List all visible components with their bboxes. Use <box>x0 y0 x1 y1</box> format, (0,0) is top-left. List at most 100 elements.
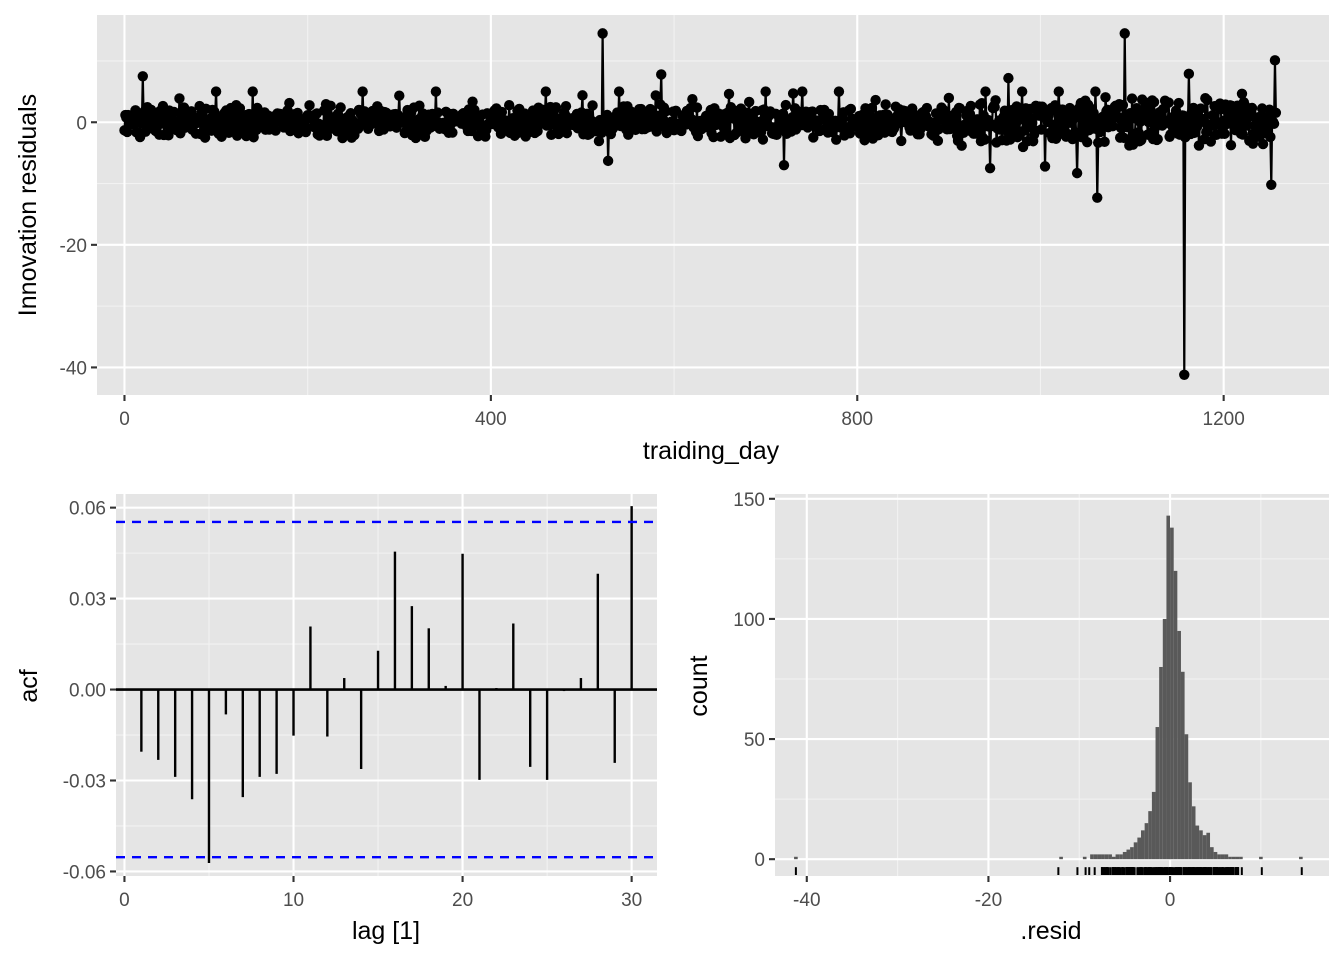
residual-point <box>1236 88 1248 99</box>
histogram-bar <box>1228 856 1232 860</box>
residual-point <box>1090 86 1101 97</box>
residual-point <box>1163 97 1174 108</box>
histogram-bar <box>1059 856 1063 860</box>
residual-point <box>954 103 966 114</box>
residual-point <box>540 86 552 97</box>
residuals-time-series-panel: 0 400 800 1200 0 -20 -40 traiding_day Innovati… <box>14 15 1329 465</box>
residual-point <box>956 140 967 151</box>
residual-point <box>1071 167 1083 179</box>
histogram-bar <box>1170 527 1174 860</box>
residual-point <box>686 113 697 125</box>
residual-point <box>1099 136 1110 148</box>
residual-point <box>757 134 769 145</box>
histogram-bar <box>1151 791 1156 860</box>
residual-point <box>199 132 211 143</box>
residuals-panel-background <box>97 15 1329 395</box>
histogram-bar <box>1166 515 1171 860</box>
residual-point <box>1257 138 1269 150</box>
acf-y-axis-title: acf <box>15 669 43 702</box>
residual-point <box>1246 102 1258 114</box>
residual-point <box>1265 131 1276 143</box>
histogram-bar <box>1141 830 1145 860</box>
residual-point <box>979 134 990 145</box>
residual-point <box>1117 99 1129 111</box>
residual-point <box>432 107 443 118</box>
histogram-bar <box>1133 842 1138 860</box>
residual-point <box>1003 72 1014 84</box>
residual-point <box>602 155 614 167</box>
histogram-bar <box>1231 856 1236 860</box>
residual-point <box>976 97 988 109</box>
residual-point <box>896 135 907 147</box>
residual-point <box>1092 192 1103 203</box>
residual-point <box>833 86 845 97</box>
residual-point <box>708 131 719 143</box>
histogram-bar <box>1162 618 1167 860</box>
residual-point <box>866 102 878 114</box>
residual-point <box>778 159 790 171</box>
residual-point <box>660 106 672 117</box>
residual-point <box>430 86 442 97</box>
histogram-bar <box>1173 570 1178 860</box>
histogram-bar <box>1159 666 1163 860</box>
histogram-bar <box>1137 837 1142 860</box>
histogram-bar <box>1082 856 1087 860</box>
histogram-x-tick-label: -20 <box>975 890 1002 911</box>
histogram-panel-background <box>775 494 1329 876</box>
residual-point <box>743 96 755 108</box>
histogram-bar <box>794 856 798 860</box>
residual-point <box>691 102 703 113</box>
residual-point <box>602 109 613 121</box>
residual-point <box>1148 96 1160 108</box>
residual-point <box>270 125 281 136</box>
histogram-bar <box>1180 671 1185 860</box>
acf-panel: 0 10 20 30 0.06 0.03 0.00 -0.03 -0.06 lag [1] ac… <box>15 494 657 945</box>
residual-point <box>1039 161 1051 172</box>
histogram-y-tick-label: 100 <box>733 610 765 631</box>
residual-point <box>1241 120 1252 131</box>
acf-y-tick-label: 0.00 <box>69 681 106 702</box>
acf-y-tick-label: 0.06 <box>69 499 106 520</box>
residual-point <box>1225 140 1237 151</box>
residual-point <box>467 96 478 107</box>
residual-point <box>1152 134 1163 145</box>
residuals-y-tick-label: -40 <box>60 358 87 379</box>
residual-point <box>593 135 605 147</box>
residual-point <box>414 100 425 111</box>
histogram-bar <box>1126 849 1131 860</box>
residual-point <box>1207 110 1218 121</box>
residual-point <box>1266 179 1277 190</box>
acf-x-axis-title: lag [1] <box>352 917 420 945</box>
acf-x-tick-label: 10 <box>283 890 304 911</box>
histogram-bar <box>1213 851 1218 860</box>
residual-point <box>787 88 799 99</box>
residual-point <box>1036 124 1047 135</box>
histogram-y-tick-label: 50 <box>744 730 765 751</box>
residuals-x-tick-label: 800 <box>841 409 873 430</box>
residuals-series <box>119 28 1282 380</box>
residuals-y-axis-title: Innovation residuals <box>14 94 42 316</box>
histogram-y-axis-title: count <box>685 655 713 716</box>
residual-point <box>247 86 258 97</box>
residuals-x-axis-title: traiding_day <box>643 437 780 465</box>
histogram-bar <box>1090 854 1094 860</box>
residual-point <box>844 128 856 139</box>
histogram-bar <box>1122 851 1127 860</box>
acf-panel-background <box>116 494 657 876</box>
residual-point <box>1195 103 1206 114</box>
residual-point <box>964 108 976 120</box>
residual-point <box>760 86 771 97</box>
residual-point <box>1270 107 1282 118</box>
residual-point <box>503 100 515 111</box>
residual-point <box>1053 86 1064 97</box>
histogram-bar <box>1199 830 1203 860</box>
residual-point <box>740 133 751 144</box>
residual-point <box>780 99 792 111</box>
histogram-bar <box>1177 630 1181 860</box>
residual-point <box>650 90 661 101</box>
residuals-axes: 0 400 800 1200 0 -20 -40 <box>60 113 1245 430</box>
histogram-bar <box>1101 854 1105 860</box>
residual-point <box>210 86 222 97</box>
acf-y-tick-label: -0.06 <box>63 862 106 883</box>
